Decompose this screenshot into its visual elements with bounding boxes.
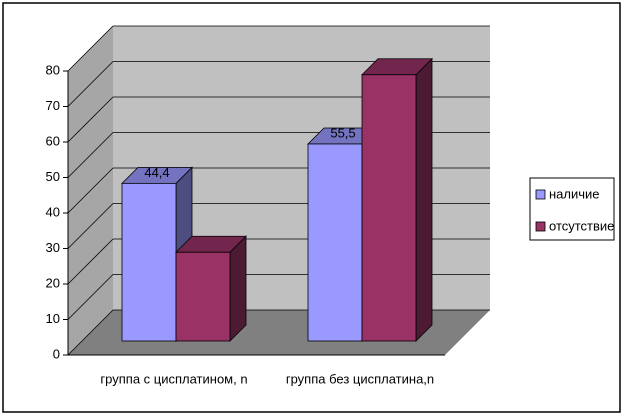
grid-line — [67, 61, 114, 107]
bar-side — [229, 235, 247, 342]
grid-line — [67, 167, 114, 214]
legend-label: наличие — [549, 186, 600, 201]
bar — [307, 143, 363, 342]
x-tick-label: группа с цисплатином, n — [100, 371, 247, 386]
bar — [121, 182, 177, 342]
x-tick-label: группа без цисплатина,n — [286, 371, 434, 386]
legend-swatch — [535, 189, 546, 200]
grid-line — [67, 203, 114, 249]
data-label: 55,5 — [330, 125, 355, 140]
bar — [361, 74, 417, 342]
data-label: 44,4 — [144, 165, 169, 180]
y-tick-label: 50 — [46, 169, 60, 184]
y-tick-label: 20 — [46, 275, 60, 290]
y-tick-label: 40 — [46, 204, 60, 219]
bar — [175, 251, 231, 342]
grid-line — [67, 309, 114, 356]
y-tick-label: 0 — [53, 346, 60, 361]
legend-label: отсутствие — [549, 218, 614, 233]
grid-line — [67, 96, 114, 143]
grid-line — [67, 238, 114, 285]
y-tick-label: 30 — [46, 240, 60, 255]
y-tick-label: 70 — [46, 98, 60, 113]
y-tick-label: 60 — [46, 133, 60, 148]
grid-line — [67, 132, 114, 178]
grid-line — [67, 25, 114, 72]
y-tick-label: 10 — [46, 311, 60, 326]
bar-side — [415, 57, 433, 342]
y-tick-label: 80 — [46, 62, 60, 77]
legend-swatch — [535, 221, 546, 232]
grid-line — [67, 274, 114, 320]
